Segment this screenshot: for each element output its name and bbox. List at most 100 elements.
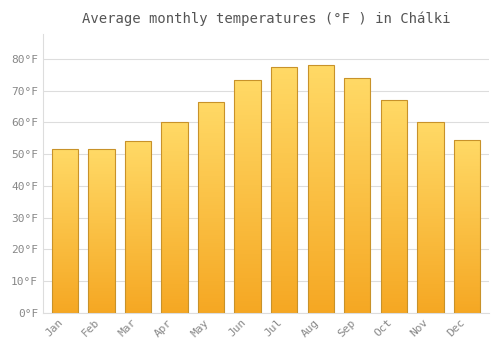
Bar [380,279,407,281]
Bar [125,152,151,153]
Bar [380,130,407,132]
Bar [234,128,261,131]
Bar [417,141,444,144]
Bar [454,240,480,242]
Bar [271,116,297,119]
Bar [234,273,261,275]
Bar [308,288,334,290]
Bar [234,292,261,294]
Bar [271,290,297,293]
Bar [125,162,151,164]
Bar [344,132,370,134]
Bar [125,203,151,205]
Bar [234,194,261,196]
Bar [88,149,115,313]
Bar [162,201,188,202]
Bar [271,177,297,180]
Bar [380,225,407,228]
Bar [271,305,297,308]
Bar [52,187,78,189]
Bar [344,217,370,219]
Bar [308,149,334,152]
Bar [162,288,188,290]
Bar [125,157,151,159]
Bar [198,108,224,110]
Bar [52,228,78,229]
Bar [380,204,407,206]
Bar [125,263,151,265]
Bar [271,229,297,232]
Bar [344,153,370,155]
Bar [234,80,261,313]
Bar [308,238,334,241]
Bar [308,88,334,90]
Bar [417,309,444,311]
Bar [162,187,188,189]
Bar [417,122,444,124]
Bar [308,273,334,275]
Bar [417,161,444,162]
Bar [234,80,261,82]
Bar [88,174,115,176]
Bar [198,176,224,178]
Bar [52,206,78,208]
Bar [271,84,297,87]
Bar [271,109,297,111]
Bar [234,250,261,252]
Bar [52,200,78,202]
Bar [380,304,407,306]
Bar [198,195,224,197]
Bar [234,308,261,310]
Bar [308,206,334,209]
Bar [198,163,224,165]
Bar [344,289,370,292]
Bar [380,198,407,200]
Bar [380,145,407,147]
Bar [454,171,480,173]
Bar [162,298,188,299]
Bar [125,266,151,268]
Bar [271,227,297,229]
Bar [125,174,151,176]
Bar [271,295,297,298]
Bar [417,284,444,286]
Bar [271,212,297,215]
Bar [125,302,151,304]
Bar [308,125,334,127]
Bar [344,90,370,92]
Bar [454,247,480,249]
Bar [198,140,224,142]
Bar [344,102,370,104]
Bar [198,216,224,218]
Bar [52,195,78,197]
Bar [380,170,407,173]
Bar [234,217,261,219]
Bar [380,166,407,168]
Bar [380,276,407,279]
Bar [308,147,334,149]
Bar [88,229,115,231]
Bar [344,139,370,141]
Bar [417,265,444,267]
Bar [417,227,444,229]
Bar [88,239,115,241]
Bar [454,290,480,292]
Bar [344,280,370,282]
Bar [417,280,444,282]
Bar [234,175,261,177]
Bar [234,161,261,163]
Bar [234,259,261,261]
Bar [380,124,407,126]
Bar [308,145,334,147]
Bar [454,273,480,275]
Bar [52,311,78,313]
Bar [52,249,78,251]
Bar [88,287,115,288]
Bar [417,288,444,290]
Bar [417,164,444,166]
Bar [380,119,407,121]
Bar [52,158,78,159]
Bar [271,173,297,175]
Bar [125,167,151,169]
Bar [380,206,407,209]
